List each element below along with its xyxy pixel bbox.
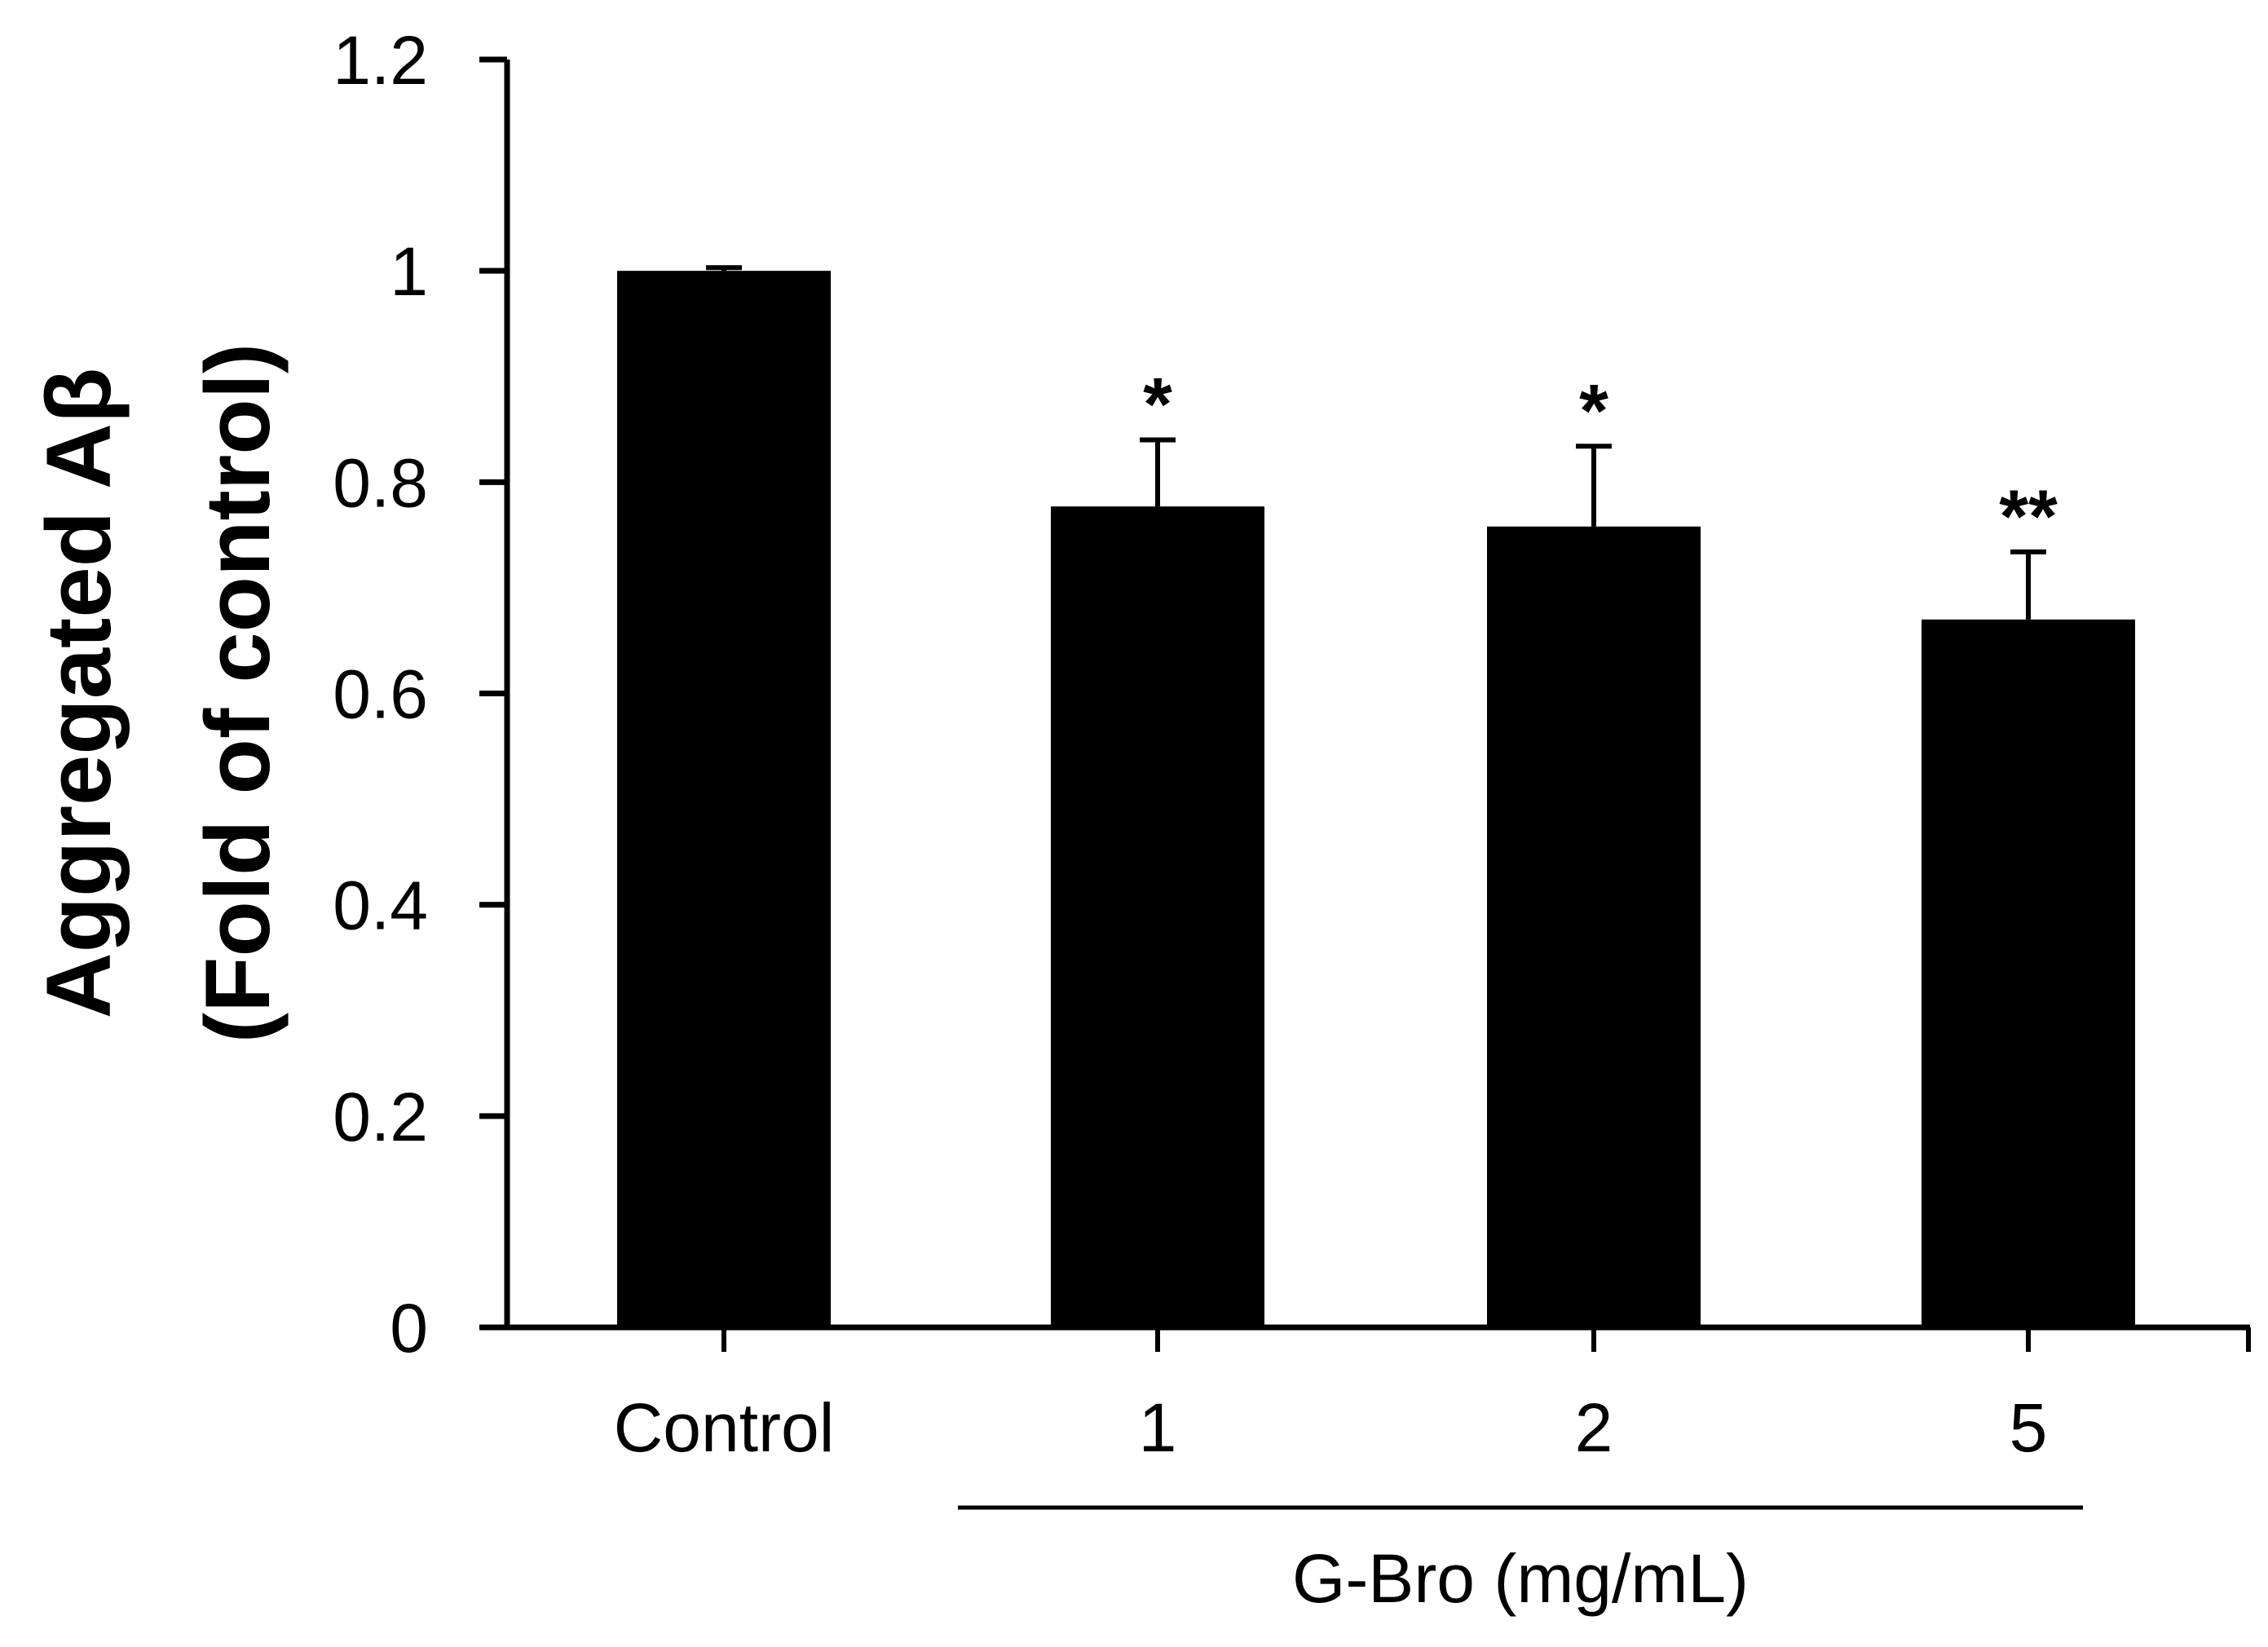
x-tick-label: 2 <box>1575 1389 1613 1466</box>
bars-layer <box>617 271 2135 1328</box>
bar-5 <box>1922 619 2135 1327</box>
y-tick-label: 1 <box>390 233 428 310</box>
y-tick-label: 0.6 <box>333 656 428 733</box>
x-tick-label: Control <box>614 1389 835 1466</box>
y-axis-label-line2: (Fold of control) <box>187 343 289 1043</box>
y-ticks-layer: 0 0.2 0.4 0.6 0.8 1 1.2 <box>333 22 507 1367</box>
y-axis-label-line1: Aggregated Aβ <box>28 368 130 1019</box>
significance-marker: ** <box>1999 475 2058 559</box>
x-ticks-layer: Control 1 2 5 <box>614 1327 2251 1466</box>
bar-control <box>617 271 831 1328</box>
significance-marker: * <box>1579 369 1608 453</box>
y-tick-label: 0.4 <box>333 868 428 944</box>
significance-marker: * <box>1143 364 1172 447</box>
bar-1 <box>1051 506 1264 1327</box>
y-tick-label: 0.8 <box>333 444 428 521</box>
x-tick-label: 1 <box>1139 1389 1177 1466</box>
y-tick-label: 0 <box>390 1290 428 1367</box>
significance-layer: * *** <box>1143 364 2058 559</box>
x-tick-label: 5 <box>2010 1389 2048 1466</box>
y-tick-label: 0.2 <box>333 1079 428 1155</box>
error-bars-layer <box>706 265 2046 620</box>
bar-2 <box>1487 526 1701 1327</box>
y-tick-label: 1.2 <box>333 22 428 99</box>
group-label: G-Bro (mg/mL) <box>1292 1540 1749 1617</box>
